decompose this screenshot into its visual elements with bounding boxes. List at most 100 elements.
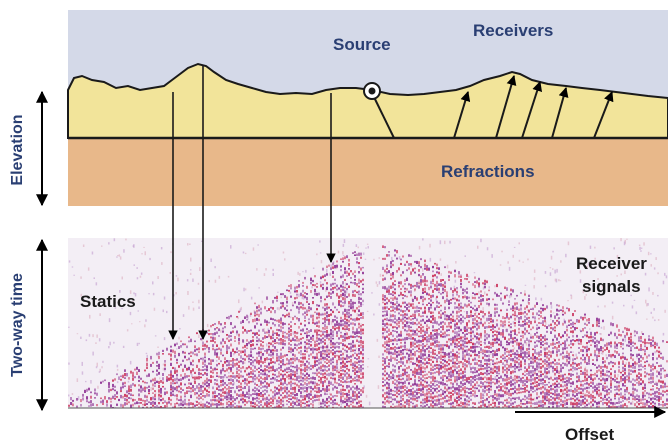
seismic-sample [398, 317, 400, 321]
seismic-sample [430, 367, 432, 372]
seismic-sample [242, 387, 244, 390]
seismic-speckle [312, 267, 315, 269]
seismic-sample [362, 324, 364, 326]
seismic-speckle [544, 271, 547, 274]
seismic-sample [450, 378, 452, 381]
seismic-sample [280, 317, 282, 321]
seismic-sample [462, 362, 464, 366]
seismic-sample [524, 319, 526, 322]
seismic-sample [474, 342, 476, 346]
seismic-sample [448, 378, 450, 382]
seismic-sample [544, 320, 546, 323]
seismic-sample [382, 332, 384, 335]
seismic-sample [362, 390, 364, 394]
seismic-sample [128, 385, 130, 389]
seismic-sample [358, 356, 360, 360]
seismic-sample [334, 265, 336, 269]
seismic-sample [410, 344, 412, 348]
seismic-sample [302, 303, 304, 306]
seismic-sample [420, 381, 422, 385]
seismic-sample [512, 402, 514, 405]
seismic-sample [530, 336, 532, 339]
seismic-sample [406, 333, 408, 336]
seismic-sample [264, 365, 266, 368]
seismic-sample [312, 338, 314, 341]
seismic-sample [330, 292, 332, 295]
seismic-sample [556, 366, 558, 370]
seismic-sample [228, 334, 230, 338]
seismic-sample [394, 398, 396, 401]
seismic-sample [338, 383, 340, 387]
seismic-sample [346, 385, 348, 389]
seismic-sample [336, 370, 338, 373]
seismic-sample [322, 322, 324, 325]
seismic-sample [308, 318, 310, 321]
seismic-sample [218, 328, 220, 332]
seismic-sample [322, 356, 324, 360]
seismic-sample [484, 358, 486, 362]
seismic-sample [248, 396, 250, 400]
seismic-sample [456, 338, 458, 342]
seismic-sample [398, 385, 400, 389]
seismic-sample [362, 312, 364, 316]
seismic-sample [274, 324, 276, 327]
seismic-sample [498, 365, 500, 370]
seismic-sample [400, 403, 402, 406]
seismic-sample [300, 306, 302, 309]
seismic-sample [344, 370, 346, 373]
seismic-sample [342, 400, 344, 404]
seismic-sample [282, 374, 284, 378]
seismic-sample [560, 364, 562, 367]
seismic-sample [336, 345, 338, 348]
seismic-sample [508, 357, 510, 360]
seismic-sample [266, 385, 268, 389]
seismic-sample [396, 375, 398, 378]
seismic-sample [464, 354, 466, 358]
seismic-sample [524, 370, 526, 373]
seismic-sample [418, 285, 420, 289]
seismic-sample [456, 326, 458, 329]
seismic-sample [256, 392, 258, 396]
seismic-sample [424, 276, 426, 280]
seismic-sample [384, 346, 386, 349]
seismic-sample [292, 304, 294, 307]
seismic-sample [446, 318, 448, 321]
seismic-sample [404, 301, 406, 304]
seismic-sample [238, 405, 240, 408]
seismic-sample [226, 376, 228, 379]
seismic-sample [292, 317, 294, 321]
seismic-sample [152, 387, 154, 390]
seismic-sample [290, 287, 292, 290]
seismic-sample [482, 403, 484, 407]
seismic-sample [320, 377, 322, 381]
seismic-sample [242, 397, 244, 401]
seismic-sample [102, 380, 104, 383]
seismic-sample [492, 406, 494, 408]
seismic-speckle [179, 328, 181, 330]
seismic-speckle [198, 299, 200, 304]
seismic-speckle [242, 251, 245, 254]
seismic-sample [300, 391, 302, 395]
seismic-sample [396, 351, 398, 354]
seismic-sample [286, 332, 288, 335]
seismic-sample [170, 376, 172, 381]
seismic-sample [158, 355, 160, 360]
seismic-sample [482, 323, 484, 327]
seismic-sample [450, 317, 452, 321]
seismic-sample [240, 398, 242, 401]
seismic-sample [332, 387, 334, 391]
seismic-sample [292, 348, 294, 352]
seismic-sample [194, 404, 196, 407]
seismic-sample [520, 405, 522, 408]
seismic-sample [362, 387, 364, 390]
seismic-sample [326, 273, 328, 276]
seismic-sample [518, 331, 520, 334]
seismic-sample [238, 376, 240, 379]
seismic-sample [346, 368, 348, 370]
seismic-sample [356, 283, 358, 287]
seismic-sample [476, 293, 478, 296]
seismic-sample [470, 371, 472, 373]
seismic-speckle [129, 301, 132, 303]
seismic-sample [216, 327, 218, 329]
seismic-sample [516, 294, 518, 297]
